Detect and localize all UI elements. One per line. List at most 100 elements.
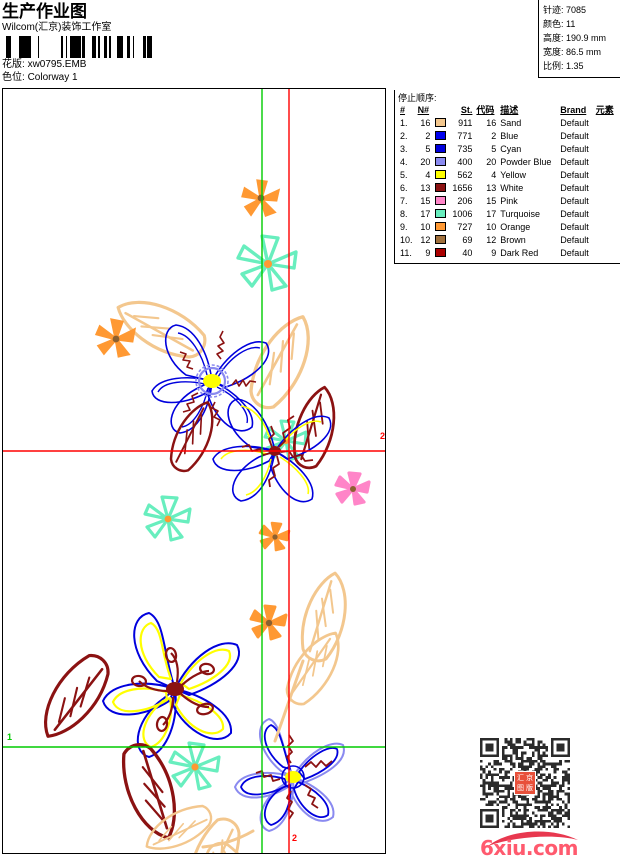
color-swatch (432, 195, 448, 208)
leaf-darkred-mid-left (153, 400, 233, 477)
color-cell-code: 15 (486, 196, 497, 206)
color-cell-needle: 17 (420, 209, 431, 219)
flower-pink (334, 471, 371, 506)
height-row: 高度: 190.9 mm (543, 31, 620, 45)
color-cell-description: Cyan (500, 144, 522, 154)
col-header-code: 代码 (476, 105, 495, 115)
col-header-element: 元素 (595, 105, 614, 115)
color-cell-stitches: 911 (458, 118, 473, 128)
color-cell-code: 9 (491, 248, 497, 258)
watermark-block: 汇京图版 6xiu.com (480, 738, 580, 860)
color-cell-brand: Default (560, 157, 589, 167)
color-cell-needle: 12 (420, 235, 431, 245)
qr-logo-char: 版 (526, 784, 533, 792)
color-cell-description: Dark Red (500, 248, 539, 258)
color-cell-description: Powder Blue (500, 157, 552, 167)
color-sequence-panel: 停止顺序: # N# St. 代码 描述 Brand 元素 1. 16 911 16 S… (394, 90, 620, 264)
color-cell-brand: Default (560, 144, 589, 154)
flower-blue-upper (151, 324, 270, 434)
flower-turquoise-lower (168, 741, 221, 791)
table-row: 6. 13 1656 13 White Default (398, 182, 616, 195)
header-block: 生产作业图 Wilcom(汇京)装饰工作室 花版: xw0795.EMB 色位:… (2, 2, 172, 84)
leaf-sand-right-2 (272, 631, 357, 710)
color-cell-element (593, 117, 616, 130)
table-row: 2. 2 771 2 Blue Default (398, 130, 616, 143)
color-cell-element (593, 221, 616, 234)
brand-text: 6xiu.com (480, 836, 578, 860)
color-swatch-chip (434, 183, 446, 192)
stitch-count-label: 针迹: (543, 5, 564, 15)
color-cell-stitches: 69 (462, 235, 473, 245)
height-value: 190.9 mm (566, 33, 607, 43)
table-row: 8. 17 1006 17 Turquoise Default (398, 208, 616, 221)
stems-sand (201, 659, 305, 849)
color-cell-needle: 10 (420, 222, 431, 232)
color-swatch-chip (434, 235, 446, 244)
color-cell-stitches: 1656 (452, 183, 473, 193)
color-swatch (432, 156, 448, 169)
leaf-sand-upper-right (228, 314, 335, 416)
design-file-label: 花版: (2, 59, 25, 70)
color-cell-index: 2. (400, 131, 408, 141)
col-header-swatch (432, 104, 448, 117)
table-row: 3. 5 735 5 Cyan Default (398, 143, 616, 156)
color-swatch (432, 143, 448, 156)
color-cell-description: Brown (500, 235, 526, 245)
qr-logo-char: 图 (517, 784, 524, 792)
color-cell-brand: Default (560, 118, 589, 128)
color-cell-description: Orange (500, 222, 531, 232)
flower-orange-mid (258, 521, 291, 552)
color-cell-code: 13 (486, 183, 497, 193)
color-cell-code: 12 (486, 235, 497, 245)
color-cell-brand: Default (560, 248, 589, 258)
color-swatch (432, 130, 448, 143)
color-cell-code: 20 (486, 157, 497, 167)
color-cell-stitches: 771 (457, 131, 473, 141)
qr-center-logo: 汇京图版 (514, 771, 536, 795)
qr-code[interactable]: 汇京图版 (480, 738, 570, 828)
table-row: 7. 15 206 15 Pink Default (398, 195, 616, 208)
design-canvas[interactable]: 2 2 1 (2, 88, 386, 854)
color-cell-index: 1. (400, 118, 408, 128)
color-swatch-chip (434, 157, 446, 166)
color-cell-index: 9. (400, 222, 408, 232)
color-cell-description: White (500, 183, 524, 193)
color-swatch-chip (434, 170, 446, 179)
color-cell-description: Blue (500, 131, 519, 141)
flower-turquoise-upper (236, 234, 298, 292)
color-swatch (432, 221, 448, 234)
color-cell-code: 4 (491, 170, 497, 180)
color-cell-index: 4. (400, 157, 408, 167)
embroidery-design (3, 89, 385, 853)
color-cell-description: Turquoise (500, 209, 540, 219)
color-cell-brand: Default (560, 222, 589, 232)
color-swatch (432, 208, 448, 221)
width-value: 86.5 mm (566, 47, 602, 57)
color-cell-brand: Default (560, 235, 589, 245)
axis-label-red-bottom: 2 (292, 833, 298, 843)
color-cell-description: Yellow (500, 170, 526, 180)
col-header-description: 描述 (500, 105, 519, 115)
color-cell-code: 2 (491, 131, 497, 141)
stitch-count-value: 7085 (566, 5, 587, 15)
flower-orange-left (94, 318, 137, 358)
color-cell-code: 5 (491, 144, 497, 154)
qr-logo-char: 汇 (517, 774, 524, 782)
color-count-value: 11 (566, 19, 576, 29)
flower-orange-top (241, 179, 281, 217)
color-swatch (432, 247, 448, 260)
height-label: 高度: (543, 33, 564, 43)
color-swatch-chip (434, 131, 446, 140)
page-title: 生产作业图 (2, 2, 87, 21)
color-cell-stitches: 40 (462, 248, 473, 258)
color-cell-stitches: 562 (457, 170, 473, 180)
color-cell-stitches: 206 (457, 196, 473, 206)
barcode-image (2, 36, 153, 58)
design-file-value: xw0795.EMB (27, 59, 87, 70)
color-cell-element (593, 234, 616, 247)
flower-blue-lower-right (234, 718, 345, 832)
color-cell-stitches: 735 (457, 144, 473, 154)
color-cell-index: 6. (400, 183, 408, 193)
color-swatch-chip (434, 209, 446, 218)
